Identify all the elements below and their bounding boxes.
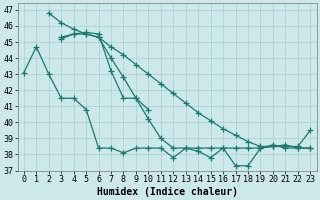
X-axis label: Humidex (Indice chaleur): Humidex (Indice chaleur) [97, 186, 237, 197]
